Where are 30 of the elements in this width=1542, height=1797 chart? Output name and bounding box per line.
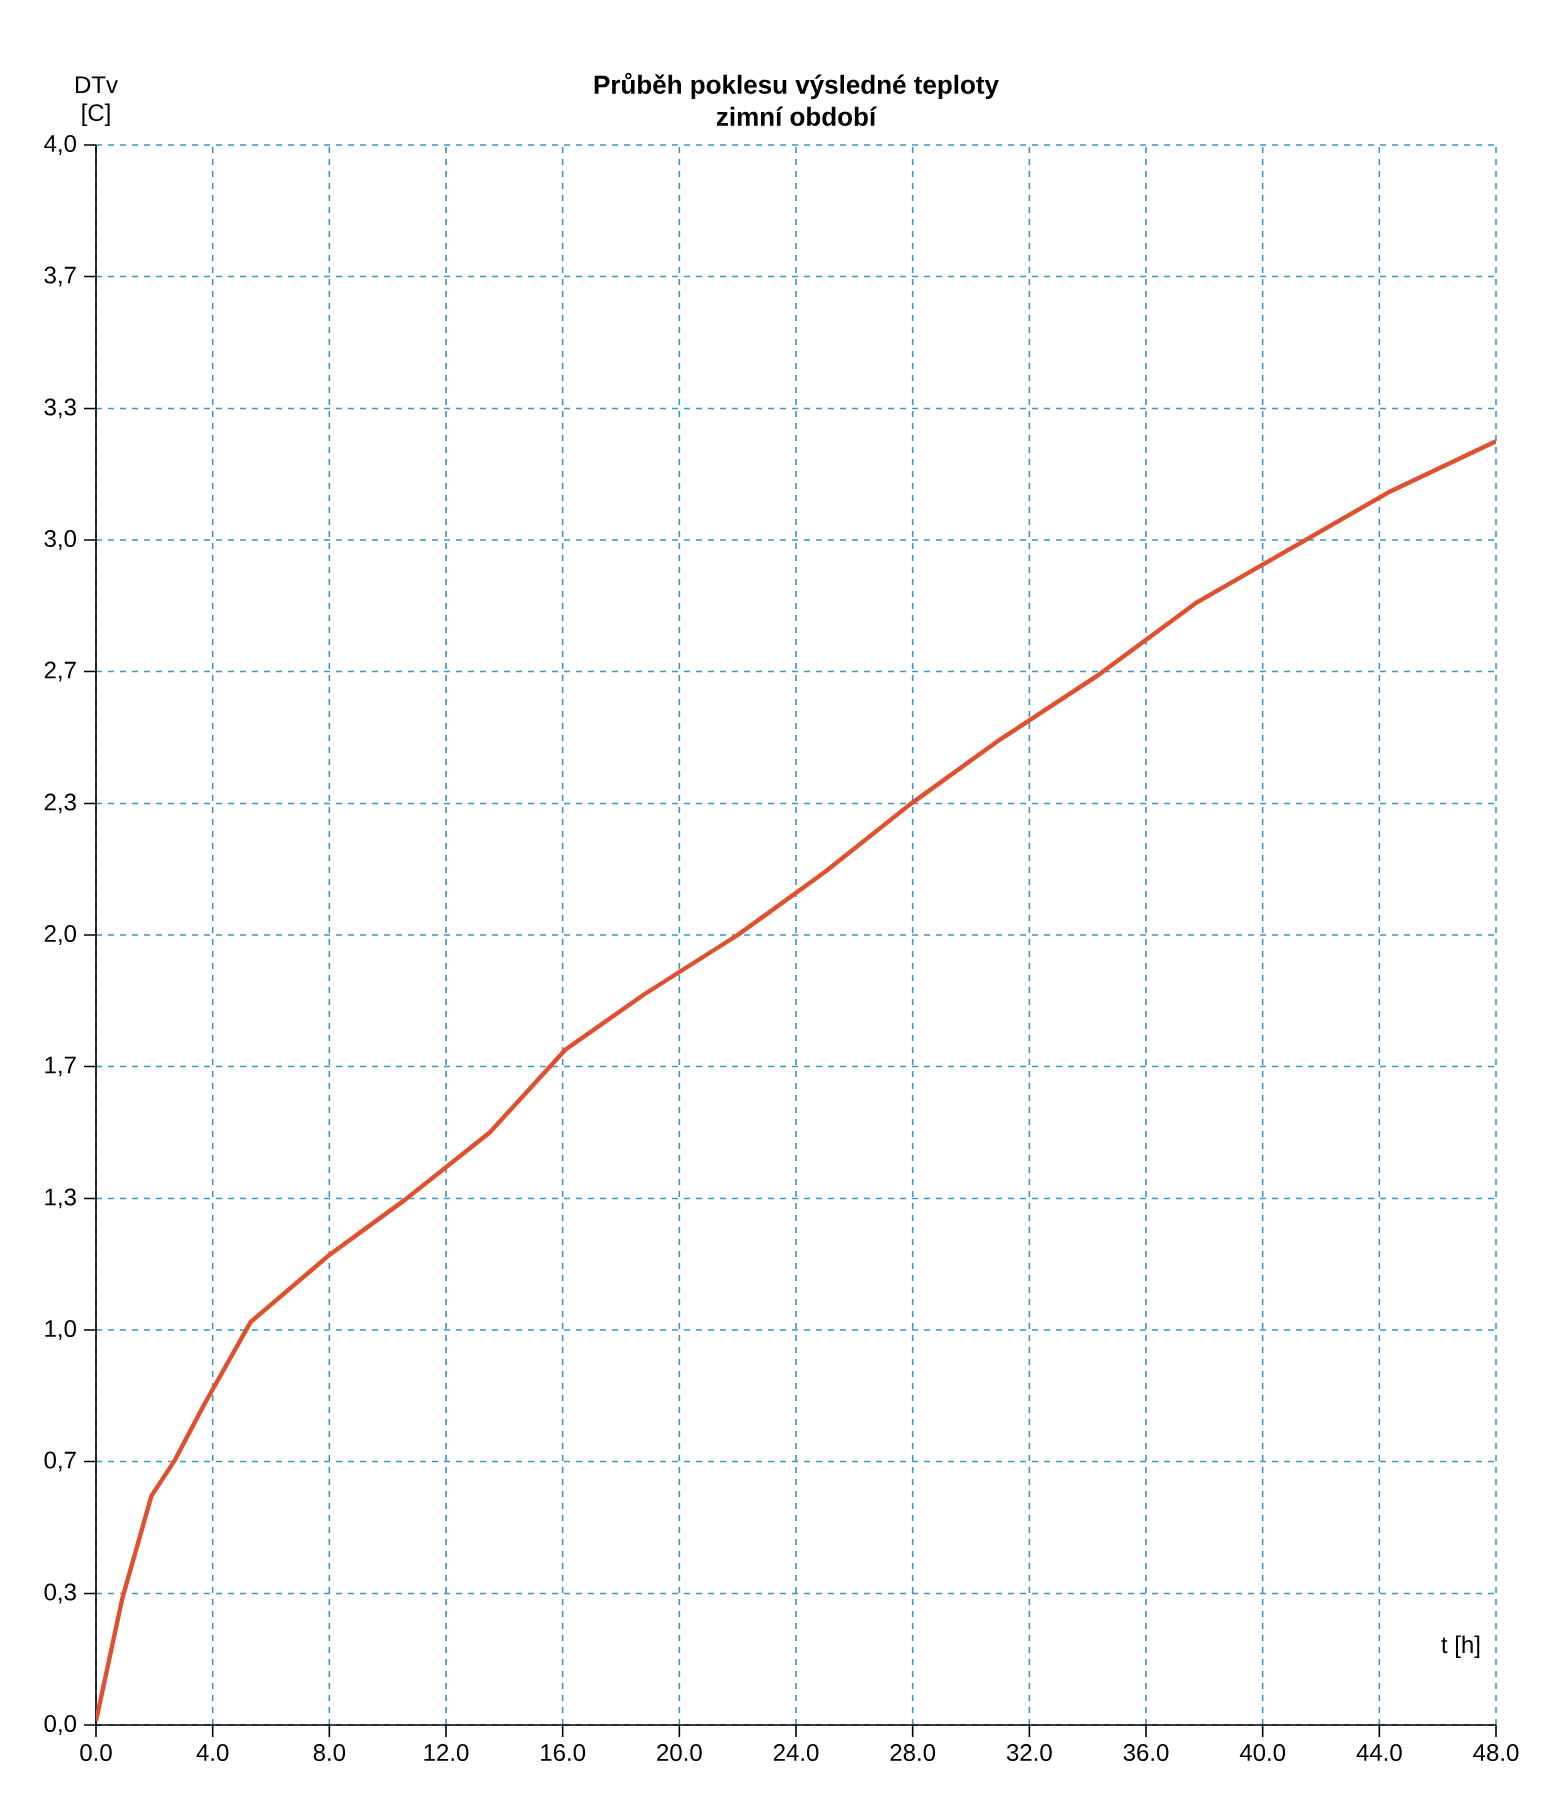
y-tick-label: 0,7 <box>44 1451 76 1472</box>
x-tick-label: 48.0 <box>1473 1744 1519 1762</box>
y-tick-label: 4,0 <box>44 135 77 155</box>
x-tick-label: 0.0 <box>80 1744 112 1762</box>
x-tick-label: 40.0 <box>1239 1744 1286 1762</box>
chart-title: Průběh poklesu výsledné teploty <box>594 72 999 100</box>
y-tick-label: 2,0 <box>44 925 77 945</box>
x-tick-label: 36.0 <box>1123 1744 1169 1762</box>
x-tick-label: 20.0 <box>657 1744 702 1762</box>
x-tick-label: 28.0 <box>890 1744 936 1762</box>
y-tick-label: 3,0 <box>44 530 77 550</box>
x-tick-label: 8.0 <box>313 1744 346 1762</box>
y-tick-label: 1,0 <box>45 1320 77 1340</box>
y-axis-title: DTv [C] <box>75 76 118 126</box>
y-tick-label: 2,7 <box>44 661 76 682</box>
y-tick-label: 0,3 <box>44 1583 76 1604</box>
y-tick-label: 1,3 <box>45 1188 76 1209</box>
chart-subtitle: zimní období <box>716 106 877 126</box>
y-tick-label: 3,3 <box>44 398 76 419</box>
x-tick-label: 4.0 <box>196 1744 229 1762</box>
y-tick-label: 2,3 <box>44 793 76 814</box>
x-tick-label: 24.0 <box>773 1744 819 1762</box>
x-tick-label: 16.0 <box>541 1744 586 1762</box>
x-tick-label: 44.0 <box>1356 1744 1402 1762</box>
x-tick-label: 12.0 <box>424 1744 469 1762</box>
x-axis-title: t [h] <box>1441 1635 1480 1658</box>
y-tick-label: 0,0 <box>44 1715 77 1735</box>
y-tick-label: 1,7 <box>45 1056 76 1077</box>
y-tick-label: 3,7 <box>44 266 76 287</box>
x-tick-label: 32.0 <box>1006 1744 1052 1762</box>
